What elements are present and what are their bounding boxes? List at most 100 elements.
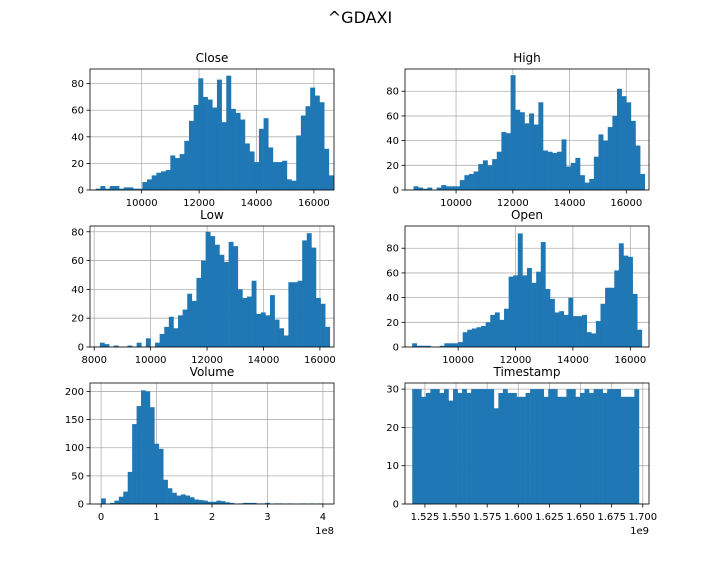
histogram-bar <box>240 119 246 190</box>
histogram-bar <box>533 124 539 190</box>
histogram-bar <box>489 389 495 504</box>
histogram-bar <box>123 187 129 190</box>
x-tick-label: 16000 <box>298 198 330 209</box>
histogram-bar <box>104 344 110 347</box>
histogram-bar <box>453 389 458 504</box>
x-tick-label: 16000 <box>304 355 336 366</box>
histogram-bar <box>149 407 155 504</box>
y-tick-label: 10 <box>386 461 399 472</box>
y-tick-label: 20 <box>386 161 399 172</box>
histogram-bar <box>127 471 133 504</box>
axes-frame <box>89 68 335 191</box>
histogram-bar <box>247 296 252 347</box>
histogram-bar <box>536 271 542 347</box>
y-tick-label: 80 <box>386 87 399 98</box>
histogram-bar <box>105 188 111 190</box>
x-tick-label: 10000 <box>126 198 158 209</box>
histogram-bar <box>151 175 157 190</box>
y-tick-label: 150 <box>65 415 84 426</box>
histogram-bar <box>543 396 549 504</box>
histogram-bar <box>616 389 622 504</box>
histogram-bar <box>269 295 275 347</box>
histogram-bar <box>527 267 532 347</box>
histogram-bar <box>632 293 638 347</box>
histogram-bar <box>412 343 418 347</box>
subplot-title: Volume <box>190 365 235 379</box>
histogram-bar <box>575 157 581 190</box>
histogram-bar <box>453 343 459 347</box>
histogram-bar <box>136 406 142 504</box>
histogram-bar <box>457 392 463 504</box>
histogram-bar <box>185 495 191 504</box>
histogram-bar <box>487 165 493 190</box>
histogram-bar <box>109 186 115 190</box>
histogram-bar <box>609 287 615 347</box>
x-tick-label: 2 <box>209 512 215 523</box>
x-tick-label: 1.550 <box>442 512 471 523</box>
histogram-bar <box>462 332 468 347</box>
histogram-bar <box>493 408 499 504</box>
histogram-bar <box>225 502 231 504</box>
histogram-bar <box>325 326 331 347</box>
x-tick-label: 1.600 <box>504 512 533 523</box>
histogram-bar <box>620 396 626 504</box>
y-tick-label: 60 <box>386 268 399 279</box>
x-tick-label: 10000 <box>440 198 472 209</box>
histogram-bar <box>579 392 585 504</box>
histogram-bar <box>165 170 171 190</box>
histogram-bar <box>180 494 186 504</box>
y-tick-label: 0 <box>393 186 399 197</box>
histogram-bar <box>455 186 461 190</box>
histogram-bar <box>286 179 292 190</box>
y-tick-label: 0 <box>393 343 399 354</box>
histogram-bar <box>515 109 521 190</box>
histogram-bar <box>582 314 588 347</box>
histogram-bar <box>137 188 143 190</box>
y-tick-label: 20 <box>71 159 84 170</box>
histogram-bar <box>184 140 190 190</box>
histogram-bar <box>448 400 454 504</box>
axes-frame <box>404 225 650 348</box>
y-tick-label: 100 <box>65 443 84 454</box>
histogram-bar <box>630 120 636 190</box>
histogram-bar <box>625 396 631 504</box>
histogram-bar <box>549 298 555 347</box>
histogram-bar <box>557 396 563 504</box>
histogram-bar <box>324 148 330 190</box>
histogram-bar <box>201 260 206 347</box>
histogram-bar <box>584 182 590 190</box>
histogram-bar <box>328 175 334 190</box>
histogram-bar <box>584 389 590 504</box>
histogram-bar <box>524 123 530 190</box>
histogram-bar <box>519 112 525 190</box>
histogram-bar <box>480 389 486 504</box>
histogram-bar <box>119 188 125 190</box>
histogram-bar <box>416 345 422 347</box>
histogram-bar <box>494 312 500 347</box>
y-tick-label: 80 <box>71 79 84 90</box>
histogram-bar <box>109 502 115 504</box>
histogram-bar <box>538 102 544 190</box>
x-tick-label: 0 <box>98 512 104 523</box>
y-tick-label: 20 <box>71 314 84 325</box>
histogram-bar <box>265 315 271 347</box>
histogram-bar <box>416 389 422 504</box>
histogram-bar <box>123 491 129 504</box>
histogram-bar <box>616 88 622 190</box>
histogram-bar <box>521 396 526 504</box>
histogram-bar <box>145 338 151 347</box>
histogram-bar <box>534 389 540 504</box>
subplot-title: Timestamp <box>493 365 561 379</box>
histogram-bar <box>552 389 558 504</box>
histogram-bar <box>603 140 609 190</box>
histogram-bar <box>462 389 467 504</box>
histogram-bar <box>258 128 264 190</box>
histogram-bar <box>265 502 270 504</box>
subplot-title: Low <box>200 208 224 222</box>
histogram-bar <box>579 175 585 190</box>
x-tick-label: 1.575 <box>473 512 502 523</box>
histogram-bar <box>593 389 599 504</box>
histogram-bar <box>305 106 311 190</box>
histogram-bar <box>288 282 294 347</box>
histogram-bar <box>173 328 179 347</box>
